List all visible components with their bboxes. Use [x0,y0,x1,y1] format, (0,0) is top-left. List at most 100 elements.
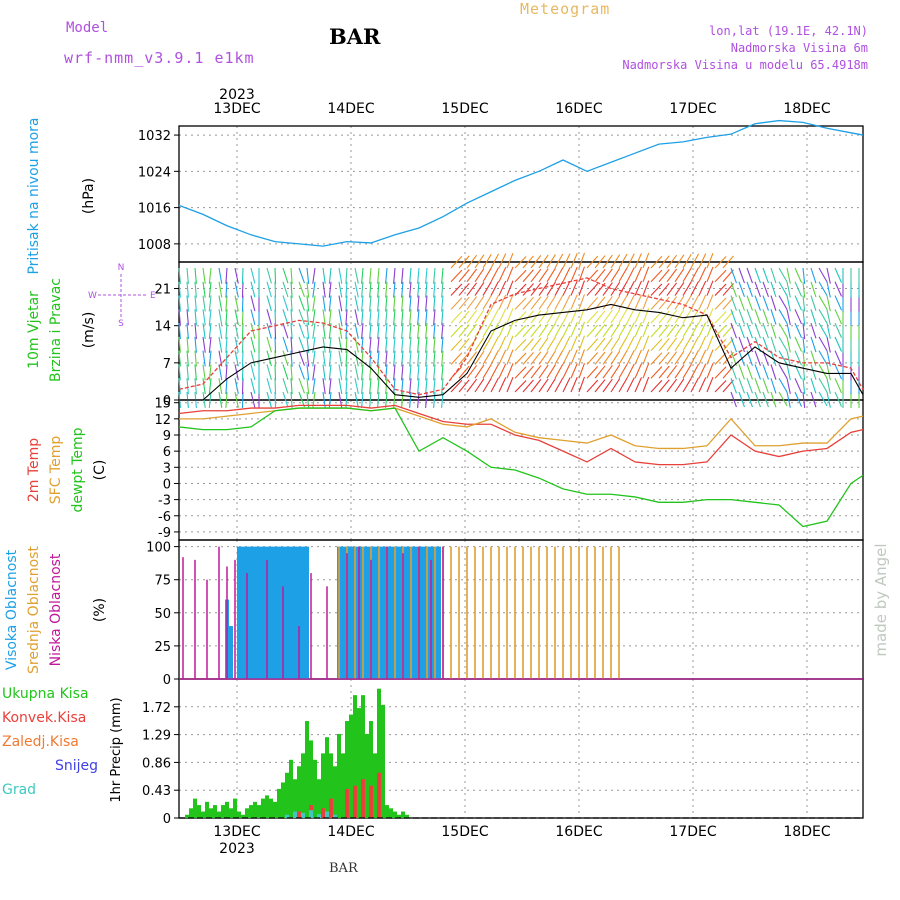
wind-barb [698,363,707,379]
wind-barb [234,391,239,408]
wind-barb [658,351,670,365]
wind-barb [786,336,791,353]
wind-barb [282,295,289,311]
wind-barb [554,295,564,310]
wind-barb [546,364,556,379]
cloud-bar [397,546,401,679]
precip-bar [337,733,341,818]
wind-barb [658,365,670,379]
precip-bar [349,714,353,818]
wind-barb [578,349,585,365]
pressure-axis-label: Pritisak na nivou mora [26,117,42,274]
wind-barb [554,308,564,324]
y-tick-label: 0 [163,394,171,409]
wind-barb [208,336,212,353]
wind-barb [802,295,806,312]
y-tick-label: 6 [163,445,171,460]
wind-barb [241,391,244,409]
wind-barb [369,364,372,381]
wind-barb [433,295,436,312]
wind-barb [194,309,197,326]
precip-bar [345,721,349,818]
wind-barb [810,378,817,394]
wind-barb [417,323,420,340]
wind-barb [770,336,777,353]
wind-barb [401,267,404,284]
wind-barb [690,350,699,365]
cloud-bar [546,546,548,679]
wind-barb [345,364,348,381]
wind-barb [746,378,753,394]
wind-barb [474,350,485,365]
wind-barb [514,324,527,338]
wind-barb [282,350,289,367]
wind-barb [401,364,404,381]
wind-barb [602,337,613,351]
precip-bar [325,811,329,818]
wind-barb [514,380,527,393]
wind-barb [770,267,777,284]
wind-barb [417,281,420,298]
wind-barb [722,255,734,269]
precip-bar [309,810,313,818]
y-tick-label: 0 [163,477,171,492]
wind-barb [738,267,745,284]
wind-barb [746,309,753,325]
wind-barb [698,294,707,310]
wind-barb [393,364,396,381]
cloud-bar [618,546,620,679]
wind-barb [274,350,277,367]
wind-barb [361,323,364,340]
wind-barb [794,295,803,311]
wind-barb [225,281,228,298]
cloud-bar [402,553,404,679]
wind-barb [377,267,380,284]
wind-barb [698,377,707,393]
wind-barb [225,267,228,284]
wind-barb [690,363,699,379]
wind-barb [178,281,181,298]
wind-barb [354,378,359,394]
wind-barb [322,378,326,395]
wind-barb [618,350,628,365]
wind-barb [538,268,549,283]
wind-barb [546,281,556,296]
wind-barb [682,336,692,351]
wind-barb [482,281,492,296]
y-tick-label: 25 [154,640,171,655]
wind-barb [290,391,293,408]
wind-barb [401,309,404,326]
wind-barb [506,363,514,379]
cloud-bar [474,546,476,679]
wind-barb [634,363,643,379]
precip-bar [321,753,325,818]
wind-barb [241,281,244,298]
wind-barb [338,267,343,284]
pressure-unit-label: (hPa) [81,178,97,214]
day-label-bottom: 18DEC [783,824,830,840]
wind-barb [274,336,277,353]
wind-barb [208,267,212,284]
wind-barb [393,350,396,367]
wind-barb [466,268,478,283]
wind-barb [562,322,571,338]
wind-barb [282,378,289,394]
wind-barb [409,378,412,395]
cloud-bar [346,553,348,679]
wind-barb [306,364,310,381]
wind-barb [530,365,542,379]
precip-bar [369,721,373,818]
wind-barb [674,281,685,296]
wind-barb [634,349,643,365]
y-tick-label: -9 [158,526,171,541]
precip-bar [209,808,213,818]
wind-barb [618,377,628,393]
wind-barb [586,338,599,352]
wind-barb [393,336,396,353]
precip-bar [185,814,189,818]
wind-barb [322,364,326,381]
y-tick-label: 12 [154,413,171,428]
wind-barb [714,283,727,296]
cloud-bar [410,546,412,679]
wind-barb [266,267,272,284]
